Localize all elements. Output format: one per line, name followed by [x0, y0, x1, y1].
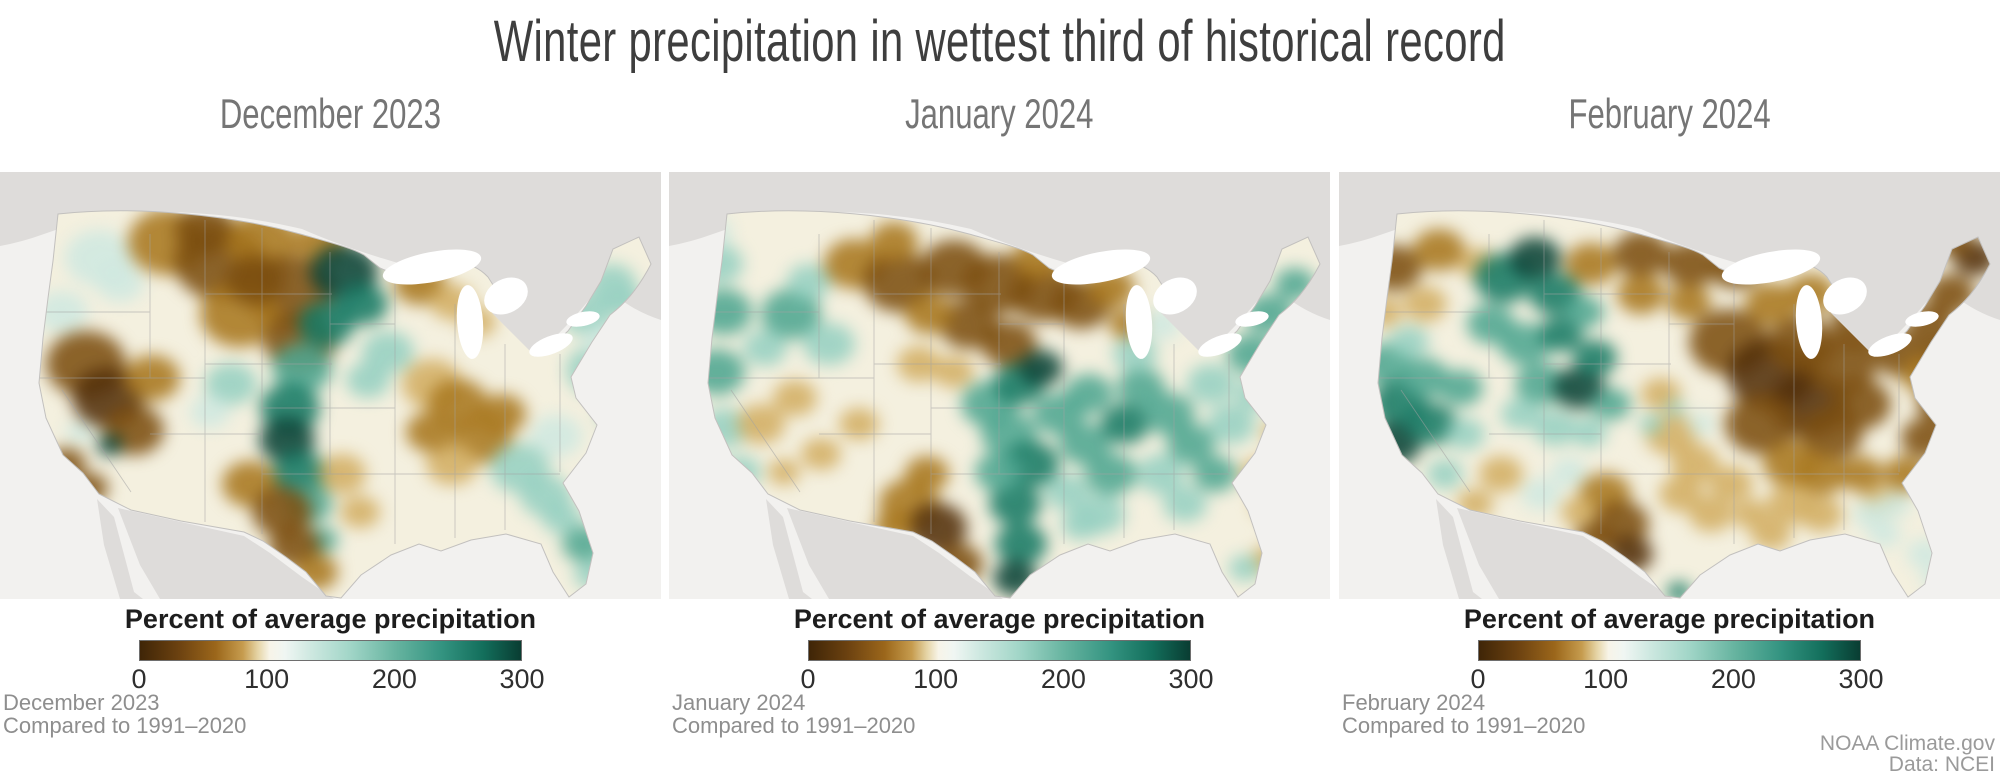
source-credit: NOAA Climate.gov Data: NCEI [1820, 733, 1995, 775]
colorbar [1478, 640, 1861, 661]
colorbar-ticks: 0 100 200 300 [1470, 664, 1883, 694]
panel-subtitle: January 2024 [905, 90, 1094, 137]
us-map-svg [669, 172, 1330, 599]
us-map-svg [0, 172, 661, 599]
panel-subtitle: December 2023 [219, 90, 442, 137]
tick-label: 0 [1470, 664, 1486, 694]
tick-label: 100 [244, 664, 290, 694]
legend-title: Percent of average precipitation [124, 604, 537, 634]
panel-caption: December 2023 Compared to 1991–2020 [3, 690, 247, 738]
tick-label: 200 [371, 664, 417, 694]
panel-february-2024: February 2024 Percent of average precipi… [1339, 0, 2000, 782]
colorbar [808, 640, 1191, 661]
legend-title: Percent of average precipitation [793, 604, 1206, 634]
us-map-svg [1339, 172, 2000, 599]
tick-label: 0 [800, 664, 816, 694]
credit-data-source: Data: NCEI [1888, 753, 1995, 776]
tick-label: 300 [1838, 664, 1884, 694]
us-precipitation-map-february [1339, 172, 2000, 599]
panel-subtitle: February 2024 [1568, 90, 1771, 137]
tick-label: 200 [1710, 664, 1756, 694]
tick-label: 100 [1583, 664, 1629, 694]
tick-label: 200 [1040, 664, 1086, 694]
colorbar [139, 640, 522, 661]
tick-label: 300 [499, 664, 545, 694]
panel-january-2024: January 2024 Percent of average precipit… [669, 0, 1330, 782]
colorbar-ticks: 0 100 200 300 [131, 664, 544, 694]
us-precipitation-map-december [0, 172, 661, 599]
page-title-text: Winter precipitation in wettest third of… [494, 9, 1506, 74]
credit-org: NOAA Climate.gov [1819, 732, 1995, 755]
panel-caption: February 2024 Compared to 1991–2020 [1342, 690, 1586, 738]
panel-caption: January 2024 Compared to 1991–2020 [672, 690, 916, 738]
tick-label: 0 [131, 664, 147, 694]
legend-title: Percent of average precipitation [1463, 604, 1876, 634]
us-precipitation-map-january [669, 172, 1330, 599]
tick-label: 100 [913, 664, 959, 694]
page-title: Winter precipitation in wettest third of… [0, 8, 2000, 75]
panel-december-2023: December 2023 Percent of average precipi… [0, 0, 661, 782]
colorbar-ticks: 0 100 200 300 [800, 664, 1213, 694]
tick-label: 300 [1168, 664, 1214, 694]
